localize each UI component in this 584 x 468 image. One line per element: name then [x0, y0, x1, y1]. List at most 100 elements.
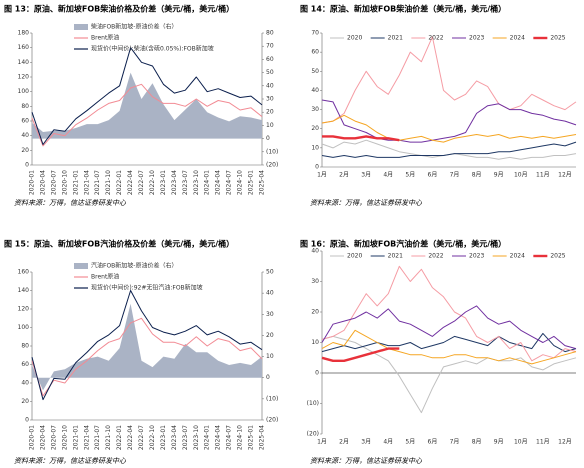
x-tick-label: 2月 — [339, 172, 349, 179]
x-tick-label: 2023-10 — [193, 425, 200, 450]
y-tick-label: 80 — [21, 103, 29, 110]
x-tick-label: 2022-04 — [127, 170, 134, 195]
x-tick-label: 2020-04 — [39, 170, 46, 195]
x-tick-label: 12月 — [558, 172, 572, 179]
y-tick-label: 40 — [311, 248, 319, 255]
source-note: 资料来源：万得，信达证券研发中心 — [310, 199, 423, 207]
x-tick-label: 2022-01 — [116, 425, 123, 450]
series-line — [322, 135, 400, 142]
legend-label: 2023 — [469, 253, 484, 260]
y-tick-label: 60 — [21, 361, 29, 368]
y2-tick-label: 80 — [266, 30, 274, 37]
series-line — [321, 335, 577, 414]
x-tick-label: 11月 — [536, 172, 550, 179]
y-tick-label: (20) — [307, 431, 319, 438]
x-tick-label: 2025-01 — [248, 425, 255, 450]
x-tick-label: 2020-01 — [29, 170, 36, 195]
series-line — [31, 317, 263, 397]
x-tick-label: 2023-07 — [182, 170, 189, 195]
series-line — [321, 265, 577, 362]
y2-tick-label: 60 — [266, 56, 274, 63]
legend-label: 2023 — [469, 35, 484, 42]
x-tick-label: 4月 — [383, 172, 393, 179]
y-tick-label: 70 — [311, 30, 319, 37]
legend-label: 2020 — [347, 35, 362, 42]
legend-label: 2024 — [510, 253, 525, 260]
x-tick-label: 8月 — [472, 439, 482, 446]
y2-tick-label: (20) — [266, 162, 278, 169]
series-line — [321, 329, 577, 365]
y-tick-label: 60 — [21, 118, 29, 125]
y2-tick-label: 50 — [266, 69, 274, 76]
x-tick-label: 6月 — [428, 439, 438, 446]
y2-tick-label: 40 — [266, 82, 274, 89]
x-tick-label: 2023-01 — [160, 425, 167, 450]
x-tick-label: 2021-01 — [72, 425, 79, 450]
y-tick-label: 50 — [311, 68, 319, 75]
y2-tick-label: 40 — [266, 290, 274, 297]
series-line — [31, 290, 263, 401]
series-line — [321, 332, 577, 353]
x-tick-label: 2022-07 — [138, 170, 145, 195]
x-tick-label: 2021-01 — [72, 170, 79, 195]
x-tick-label: 2月 — [339, 439, 349, 446]
series-line — [31, 47, 263, 145]
legend-label: 2021 — [388, 253, 403, 260]
y-tick-label: 60 — [311, 49, 319, 56]
series-line — [321, 99, 577, 143]
x-tick-label: 1月 — [317, 172, 327, 179]
legend-label: 2022 — [428, 253, 443, 260]
series-line — [31, 83, 263, 147]
legend-label: 2025 — [550, 253, 565, 260]
x-tick-label: 8月 — [472, 172, 482, 179]
x-tick-label: 2023-01 — [160, 170, 167, 195]
x-tick-label: 2020-10 — [61, 170, 68, 195]
spread-area — [32, 303, 262, 391]
y-tick-label: 0 — [315, 370, 319, 377]
y2-tick-label: (10) — [266, 148, 278, 155]
y-tick-label: 0 — [315, 164, 319, 171]
x-tick-label: 7月 — [450, 439, 460, 446]
y-tick-label: 120 — [18, 306, 30, 313]
x-tick-label: 4月 — [383, 439, 393, 446]
x-tick-label: 2024-04 — [215, 425, 222, 450]
legend-label: Brent原油 — [91, 273, 119, 281]
x-tick-label: 2023-10 — [193, 170, 200, 195]
y-tick-label: 40 — [311, 87, 319, 94]
y-tick-label: 160 — [18, 44, 30, 51]
x-tick-label: 2024-01 — [204, 170, 211, 195]
y2-tick-label: 50 — [266, 269, 274, 276]
series-line — [321, 347, 400, 362]
x-tick-label: 2021-04 — [83, 170, 90, 195]
x-tick-label: 2021-10 — [105, 425, 112, 450]
x-tick-label: 2022-07 — [138, 425, 145, 450]
x-tick-label: 5月 — [405, 172, 415, 179]
series-line — [321, 36, 577, 124]
y2-tick-label: 70 — [266, 43, 274, 50]
chart-title: 图 16：原油、新加坡FOB汽油价差（美元/桶，美元/桶） — [300, 239, 506, 249]
x-tick-label: 2021-07 — [94, 425, 101, 450]
legend-label: 现货价(中间价):柴油(含硫0.05%):FOB新加坡 — [91, 45, 214, 53]
x-tick-label: 2020-04 — [39, 425, 46, 450]
y-tick-label: 120 — [18, 74, 30, 81]
x-tick-label: 3月 — [361, 439, 371, 446]
y-tick-label: 0 — [25, 417, 29, 424]
x-tick-label: 3月 — [361, 172, 371, 179]
x-tick-label: 5月 — [405, 439, 415, 446]
y-tick-label: 20 — [21, 398, 29, 405]
y-tick-label: 100 — [18, 88, 30, 95]
x-tick-label: 2024-10 — [237, 425, 244, 450]
y-tick-label: 10 — [311, 144, 319, 151]
x-tick-label: 2020-10 — [61, 425, 68, 450]
x-tick-label: 2023-07 — [182, 425, 189, 450]
x-tick-label: 2021-04 — [83, 425, 90, 450]
y-tick-label: 40 — [21, 132, 29, 139]
y-tick-label: 0 — [25, 162, 29, 169]
y-tick-label: (10) — [307, 400, 319, 407]
series-line — [321, 305, 577, 350]
y2-tick-label: 30 — [266, 311, 274, 318]
x-tick-label: 2021-10 — [105, 170, 112, 195]
x-tick-label: 6月 — [428, 172, 438, 179]
legend-swatch — [74, 263, 88, 269]
chart-title: 图 13：原油、新加坡FOB柴油价格及价差（美元/桶，美元/桶） — [4, 4, 234, 14]
